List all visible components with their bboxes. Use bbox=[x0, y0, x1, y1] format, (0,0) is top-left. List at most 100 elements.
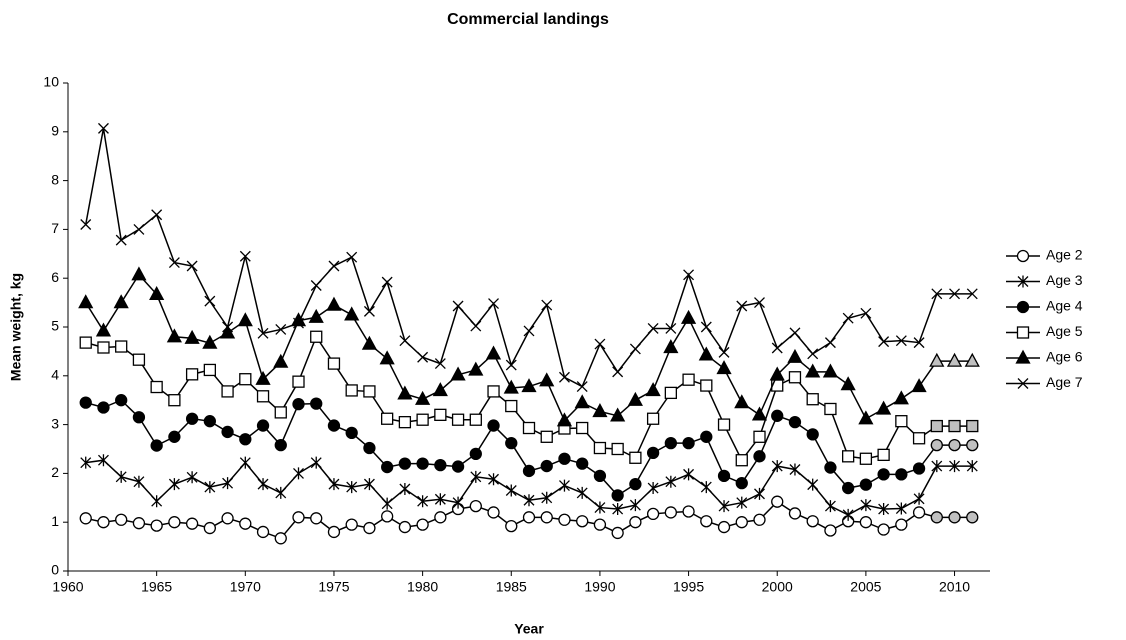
marker bbox=[540, 511, 553, 524]
marker bbox=[256, 390, 270, 403]
marker bbox=[505, 359, 517, 371]
marker bbox=[203, 521, 216, 535]
marker bbox=[877, 448, 890, 462]
marker bbox=[97, 401, 110, 414]
y-tick-label: 7 bbox=[51, 220, 59, 236]
marker bbox=[877, 468, 890, 481]
marker bbox=[98, 122, 109, 134]
marker bbox=[576, 381, 588, 392]
marker bbox=[665, 475, 677, 488]
marker bbox=[150, 439, 163, 452]
x-tick-label: 1970 bbox=[230, 579, 261, 595]
marker bbox=[612, 503, 624, 516]
marker bbox=[505, 519, 518, 533]
marker bbox=[132, 353, 146, 366]
marker bbox=[645, 382, 661, 397]
marker bbox=[594, 338, 606, 350]
marker bbox=[150, 380, 163, 394]
marker bbox=[931, 288, 943, 300]
legend-marker bbox=[1016, 300, 1030, 314]
marker bbox=[629, 451, 642, 464]
marker bbox=[168, 394, 181, 407]
legend-marker bbox=[1015, 349, 1031, 364]
marker bbox=[274, 438, 287, 452]
marker bbox=[576, 421, 589, 435]
marker bbox=[771, 342, 783, 354]
marker bbox=[132, 411, 146, 424]
marker bbox=[381, 276, 393, 288]
series-line bbox=[84, 128, 973, 388]
legend-marker bbox=[1017, 378, 1029, 389]
marker bbox=[293, 317, 304, 329]
marker bbox=[80, 219, 92, 230]
marker bbox=[859, 452, 873, 465]
marker bbox=[895, 502, 907, 515]
legend-label: Age 5 bbox=[1046, 323, 1083, 339]
marker bbox=[344, 306, 360, 321]
marker bbox=[735, 454, 748, 467]
marker bbox=[842, 450, 855, 463]
marker bbox=[204, 295, 216, 307]
legend-label: Age 4 bbox=[1046, 298, 1083, 314]
marker bbox=[806, 428, 819, 441]
marker bbox=[203, 363, 216, 377]
marker bbox=[664, 436, 677, 450]
marker bbox=[327, 525, 341, 539]
marker bbox=[328, 478, 340, 491]
marker bbox=[222, 321, 234, 333]
marker bbox=[805, 363, 821, 378]
marker bbox=[948, 419, 961, 433]
marker bbox=[824, 500, 836, 513]
series-line bbox=[85, 335, 973, 462]
marker bbox=[221, 512, 234, 525]
marker bbox=[398, 457, 412, 470]
marker bbox=[682, 373, 695, 386]
marker bbox=[664, 386, 677, 400]
marker bbox=[593, 518, 607, 531]
marker bbox=[789, 327, 801, 339]
marker bbox=[397, 385, 413, 400]
marker bbox=[346, 481, 358, 494]
marker bbox=[221, 425, 234, 439]
marker bbox=[754, 487, 765, 500]
series-line bbox=[85, 399, 973, 497]
marker bbox=[363, 478, 375, 491]
marker bbox=[895, 415, 908, 428]
marker bbox=[469, 447, 482, 461]
marker bbox=[239, 456, 251, 469]
x-tick-label: 1980 bbox=[407, 579, 438, 595]
marker bbox=[239, 517, 252, 530]
marker bbox=[718, 500, 730, 513]
marker bbox=[487, 385, 500, 398]
marker bbox=[522, 464, 536, 478]
marker bbox=[204, 481, 216, 494]
marker bbox=[399, 483, 411, 496]
marker bbox=[912, 462, 926, 475]
marker bbox=[860, 499, 872, 512]
marker bbox=[806, 515, 819, 528]
marker bbox=[166, 328, 182, 343]
marker bbox=[275, 486, 287, 499]
marker bbox=[949, 460, 960, 473]
marker bbox=[186, 260, 198, 272]
marker bbox=[895, 468, 908, 481]
marker bbox=[469, 499, 482, 513]
marker bbox=[859, 516, 873, 529]
marker bbox=[860, 307, 872, 319]
marker bbox=[416, 413, 429, 426]
marker bbox=[683, 468, 695, 481]
marker bbox=[451, 460, 465, 473]
marker bbox=[806, 393, 819, 406]
marker bbox=[611, 442, 624, 456]
marker bbox=[115, 340, 128, 353]
marker bbox=[753, 430, 766, 443]
marker bbox=[682, 505, 695, 518]
marker bbox=[505, 484, 517, 497]
marker bbox=[468, 361, 484, 376]
marker bbox=[185, 368, 199, 381]
marker bbox=[769, 366, 785, 381]
marker bbox=[257, 327, 269, 339]
x-tick-label: 2010 bbox=[939, 579, 970, 595]
